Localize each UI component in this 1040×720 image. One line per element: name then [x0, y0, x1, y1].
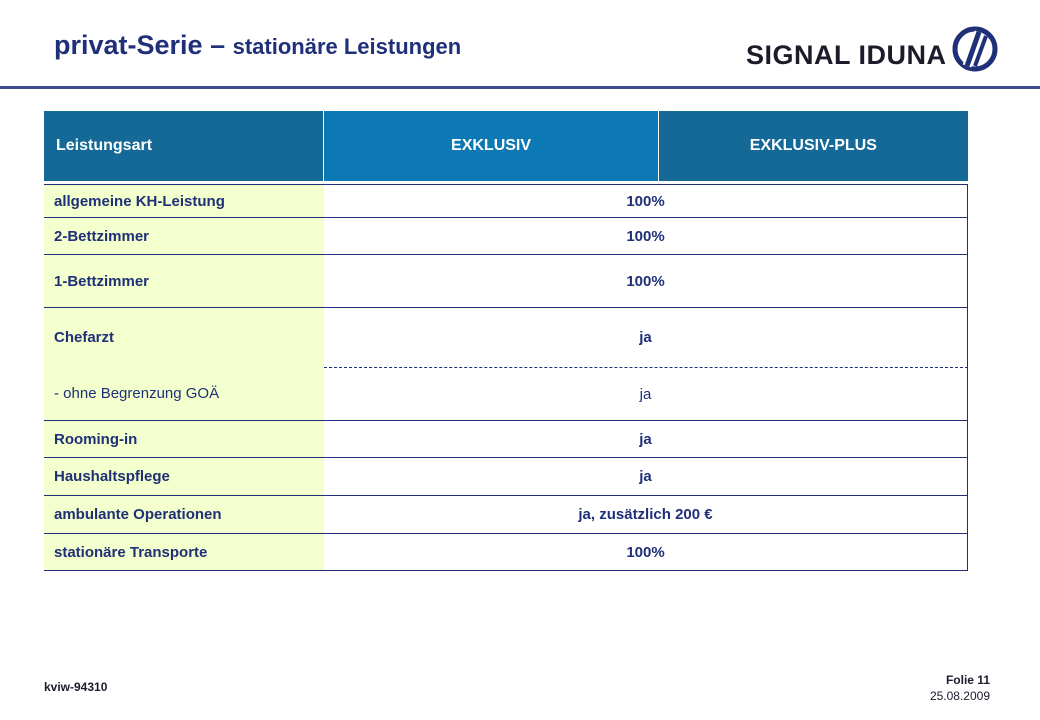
header-exklusiv-plus: EXKLUSIV-PLUS: [657, 111, 968, 181]
row-label: allgemeine KH-Leistung: [44, 185, 324, 217]
row-value: ja: [324, 367, 968, 420]
signal-iduna-logo-icon: [952, 26, 998, 72]
table-row: 2-Bettzimmer 100%: [44, 217, 968, 254]
row-label: 2-Bettzimmer: [44, 218, 324, 254]
row-value: 100%: [324, 218, 968, 254]
page-title: privat-Serie – stationäre Leistungen: [54, 30, 461, 61]
row-label: - ohne Begrenzung GOÄ: [44, 367, 324, 420]
row-label: Chefarzt: [44, 308, 324, 367]
row-value: 100%: [324, 534, 968, 570]
row-label: Haushaltspflege: [44, 458, 324, 495]
table-row: - ohne Begrenzung GOÄ ja: [44, 367, 968, 420]
header-exklusiv: EXKLUSIV: [323, 111, 658, 181]
row-value: 100%: [324, 255, 968, 307]
table-header: Leistungsart EXKLUSIV EXKLUSIV-PLUS: [44, 111, 968, 181]
benefits-table: Leistungsart EXKLUSIV EXKLUSIV-PLUS allg…: [44, 111, 968, 571]
row-value: ja: [324, 308, 968, 367]
table-row: Chefarzt ja: [44, 307, 968, 367]
row-value: ja, zusätzlich 200 €: [324, 496, 968, 533]
row-value: ja: [324, 421, 968, 457]
slide-info: Folie 11 25.08.2009: [930, 672, 990, 704]
table-row: stationäre Transporte 100%: [44, 533, 968, 571]
document-id: kviw-94310: [44, 680, 108, 694]
table-row: ambulante Operationen ja, zusätzlich 200…: [44, 495, 968, 533]
table-row: allgemeine KH-Leistung 100%: [44, 184, 968, 217]
title-divider: [0, 86, 1040, 89]
row-value: 100%: [324, 185, 968, 217]
table-row: Haushaltspflege ja: [44, 457, 968, 495]
table-row: 1-Bettzimmer 100%: [44, 254, 968, 307]
header-leistungsart: Leistungsart: [44, 111, 324, 181]
brand-name: SIGNAL IDUNA: [746, 40, 947, 70]
slide-number: Folie 11: [945, 673, 990, 687]
title-main: privat-Serie –: [54, 30, 233, 60]
row-label: Rooming-in: [44, 421, 324, 457]
slide-date: 25.08.2009: [929, 689, 990, 703]
table-row: Rooming-in ja: [44, 420, 968, 457]
row-label: stationäre Transporte: [44, 534, 324, 570]
row-label: ambulante Operationen: [44, 496, 324, 533]
title-sub: stationäre Leistungen: [232, 34, 462, 59]
row-value: ja: [324, 458, 968, 495]
row-label: 1-Bettzimmer: [44, 255, 324, 307]
